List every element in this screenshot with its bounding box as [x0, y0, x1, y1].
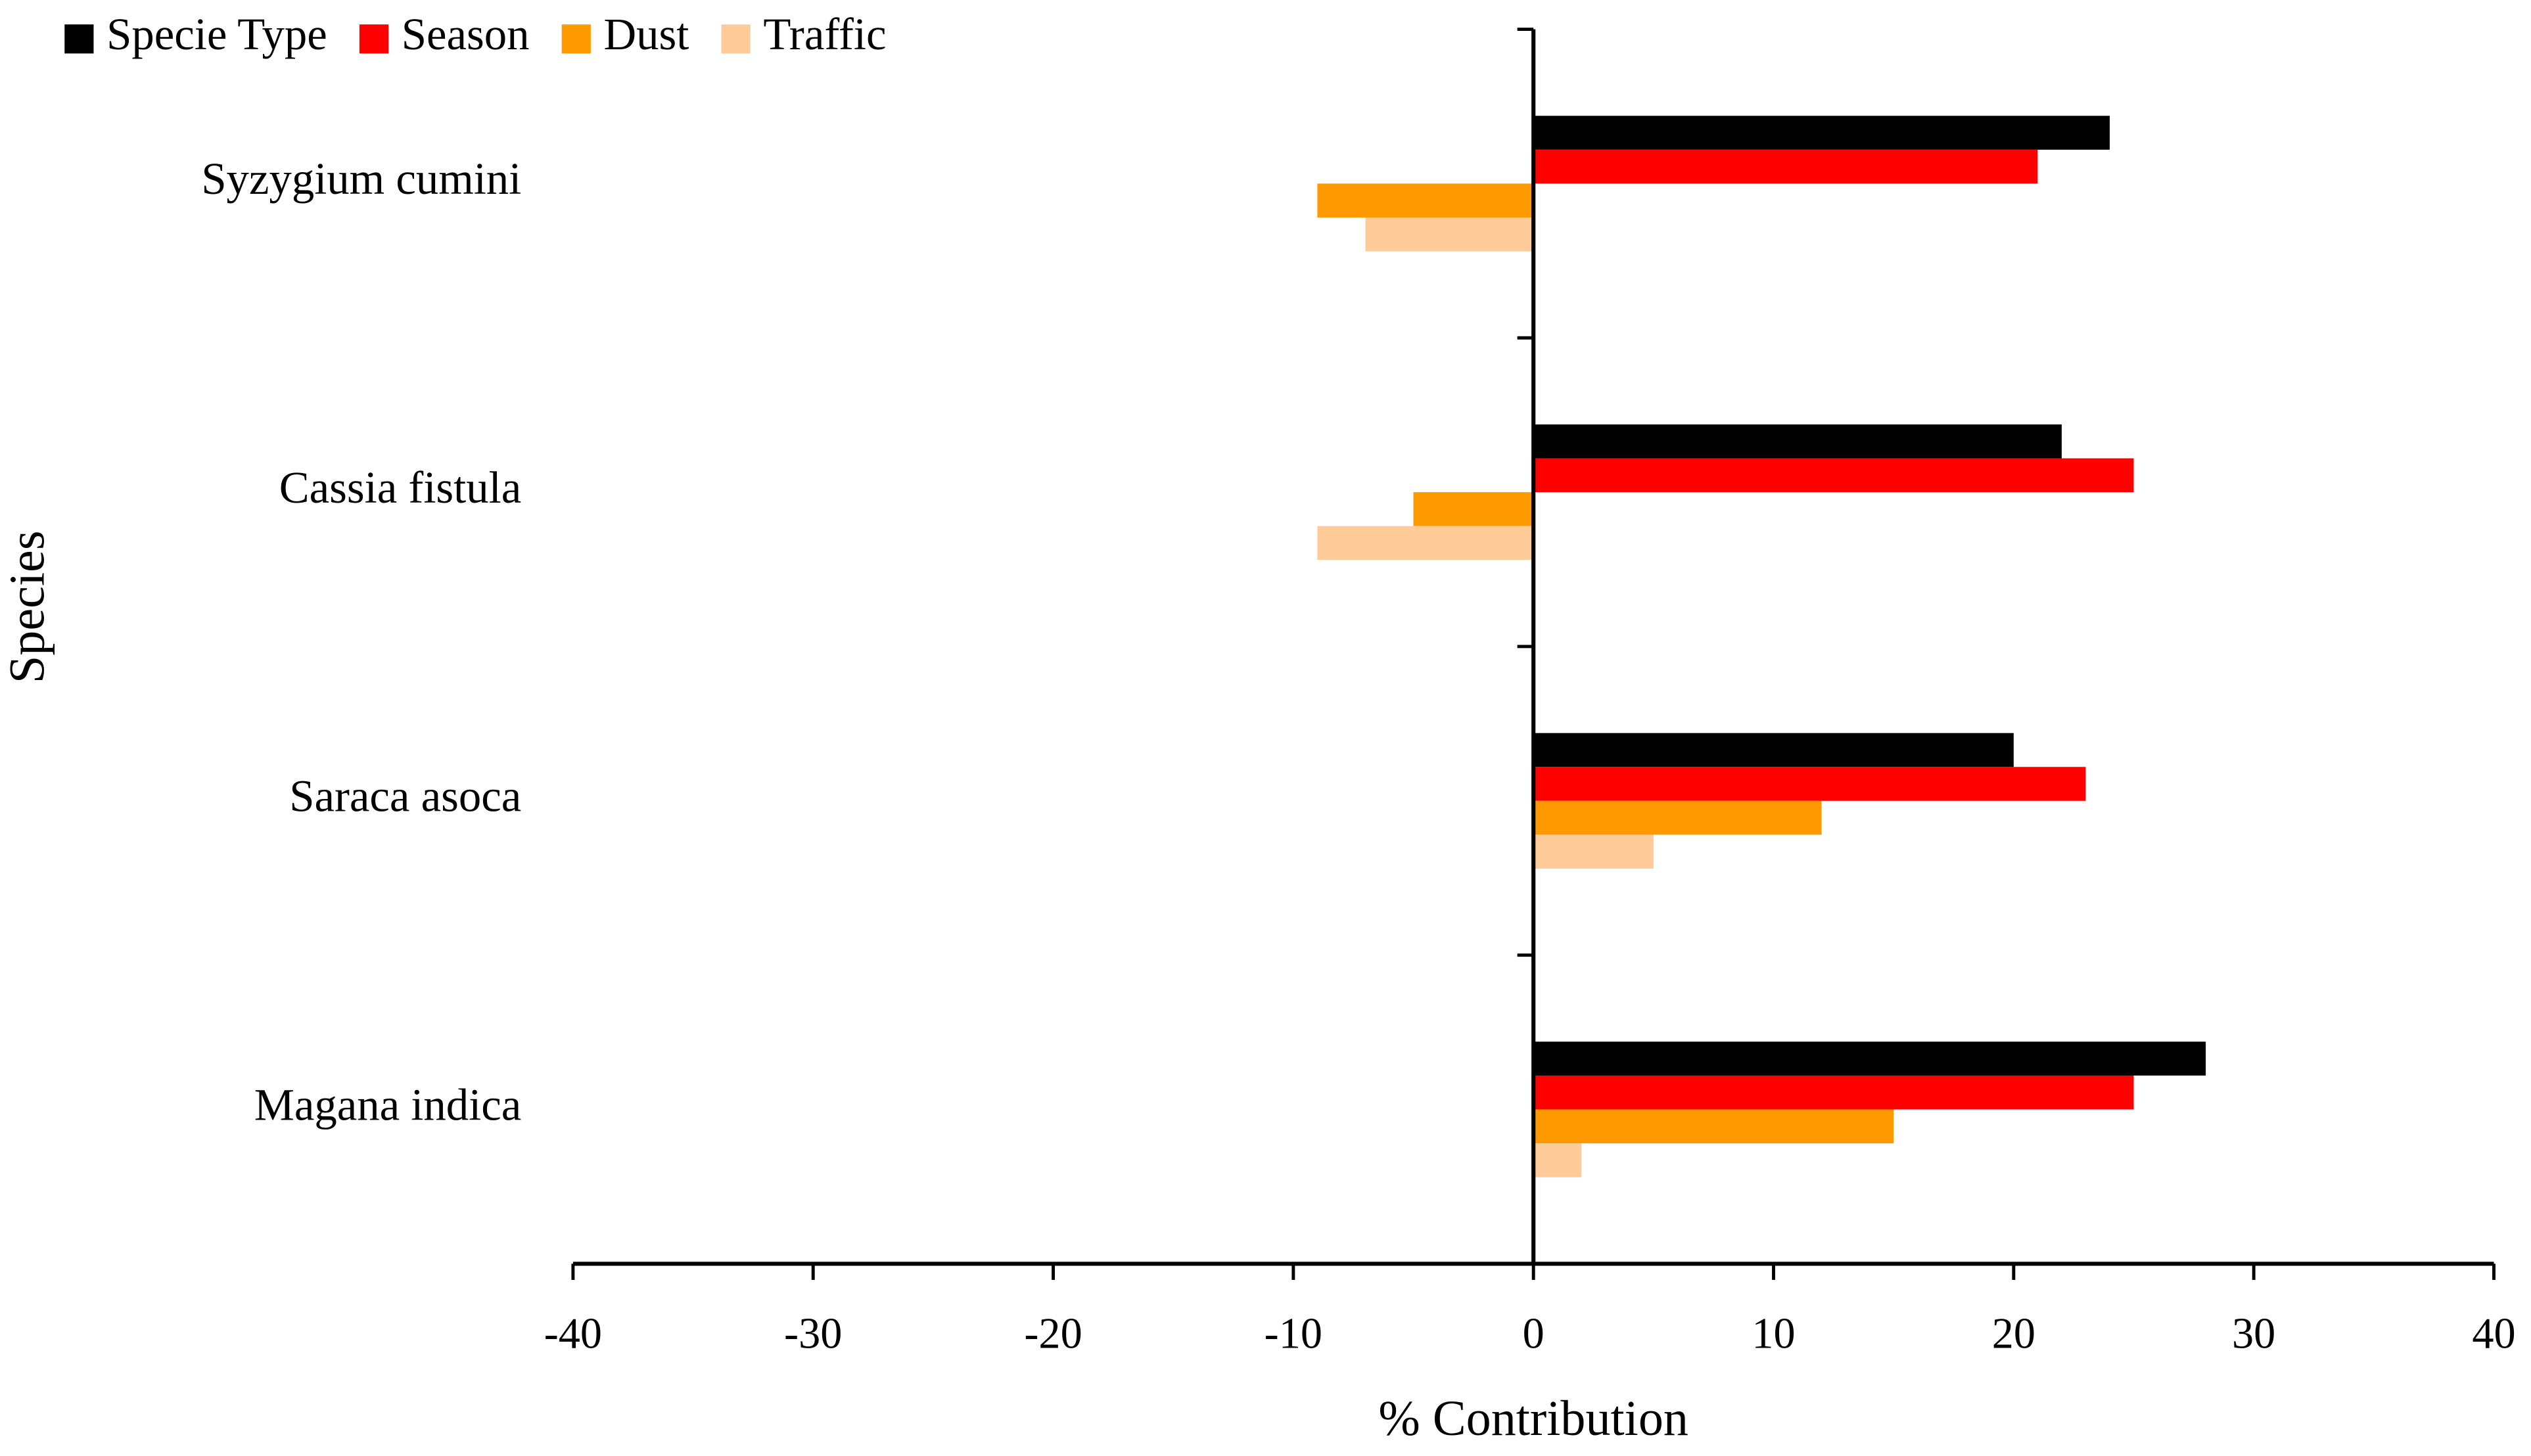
legend-swatch: [359, 24, 389, 54]
x-axis-title: % Contribution: [1378, 1391, 1688, 1446]
bar: [1533, 733, 2014, 767]
bar: [1533, 116, 2110, 150]
bar: [1533, 834, 1654, 869]
legend-swatch: [64, 24, 94, 54]
legend-label: Traffic: [763, 9, 886, 59]
y-tick-label: Cassia fistula: [279, 463, 522, 512]
x-tick-label: 40: [2472, 1310, 2515, 1358]
x-tick-label: 0: [1523, 1310, 1544, 1358]
bar: [1533, 424, 2062, 459]
bar: [1317, 183, 1534, 217]
y-tick-label: Saraca asoca: [289, 771, 521, 821]
bar: [1365, 217, 1534, 252]
legend-swatch: [721, 24, 751, 54]
x-tick-label: -20: [1024, 1310, 1082, 1358]
bar: [1533, 1109, 1894, 1144]
bar: [1533, 149, 2038, 184]
y-tick-label: Syzygium cumini: [201, 154, 521, 204]
legend-swatch: [561, 24, 591, 54]
legend-label: Specie Type: [106, 9, 327, 59]
x-tick-label: 20: [1992, 1310, 2035, 1358]
bar: [1533, 767, 2086, 801]
x-tick-label: -30: [784, 1310, 842, 1358]
y-tick-label: Magana indica: [254, 1080, 522, 1129]
bar: [1533, 458, 2134, 493]
legend-label: Season: [402, 9, 530, 59]
bar: [1533, 800, 1822, 835]
x-tick-label: 30: [2232, 1310, 2275, 1358]
y-axis-title: Species: [0, 531, 55, 684]
legend-label: Dust: [604, 9, 689, 59]
bar: [1533, 1143, 1582, 1177]
x-tick-label: -10: [1265, 1310, 1322, 1358]
bar: [1317, 526, 1534, 560]
x-tick-label: 10: [1752, 1310, 1795, 1358]
x-tick-label: -40: [544, 1310, 602, 1358]
bar: [1413, 492, 1534, 526]
bar: [1533, 1075, 2134, 1110]
bar: [1533, 1041, 2206, 1076]
